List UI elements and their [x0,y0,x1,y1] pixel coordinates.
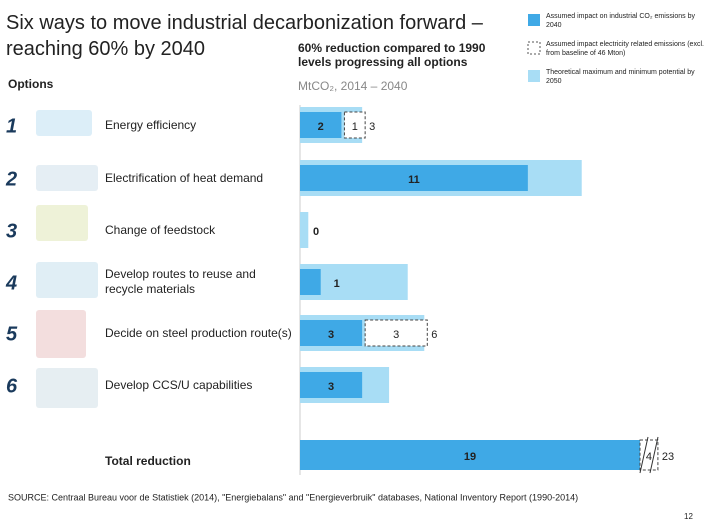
legend-label: Assumed impact on industrial CO₂ emissio… [546,13,695,29]
value-label: 11 [408,174,420,186]
impact-bar [300,269,321,295]
category-label-box: Decide on steel production route(s) [105,325,292,340]
category-label-box: Develop CCS/U capabilities [105,377,253,392]
value-label: 2 [318,121,324,133]
legend-swatch [528,14,540,26]
value-label: 1 [352,121,358,133]
legend-swatch [528,70,540,82]
impact-bar [300,112,342,138]
electricity-bar [364,319,428,347]
value-label: 3 [393,329,399,341]
category-label: Total reduction [105,453,191,468]
icons [36,110,98,408]
chart-title: Six ways to move industrial decarbonizat… [6,12,483,60]
icon [36,165,98,191]
option-number: 6 [6,375,18,397]
category-label-box: Energy efficiency [105,117,197,132]
impact-bar [300,440,640,470]
subtitle-bg [298,36,508,64]
value-label: 3 [328,329,334,341]
category-label-box: Total reduction [105,453,191,468]
value-label: 3 [328,381,334,393]
icon [36,262,98,298]
title-box: Six ways to move industrial decarbonizat… [6,12,483,60]
electricity-bar [639,439,659,471]
category-label-box: Develop routes to reuse and recycle mate… [105,267,256,296]
value-label: 19 [464,451,476,463]
axis-break [649,436,659,474]
value-label: 4 [646,451,652,463]
source: SOURCE: Centraal Bureau voor de Statisti… [8,492,578,502]
legend-label-box: Assumed impact on industrial CO₂ emissio… [546,13,695,29]
legend-label-box: Assumed impact electricity related emiss… [546,41,704,57]
value-label: 0 [313,226,319,238]
category-label: Energy efficiency [105,117,197,132]
option-number: 5 [6,323,18,345]
subtitle-box: 60% reduction compared to 1990 levels pr… [298,41,486,69]
value-label: 1 [334,278,340,290]
option-number: 2 [5,168,17,190]
axis-break [639,436,649,474]
electricity-bar [343,111,366,139]
unit-label: MtCO₂, 2014 – 2040 [298,79,408,93]
total-label: 23 [662,451,674,463]
icon [36,110,92,136]
legend-label: Assumed impact electricity related emiss… [546,41,704,57]
category-label: Electrification of heat demand [105,170,264,185]
options-header: Options [8,77,54,91]
icon [36,205,88,241]
option-number: 3 [6,220,17,242]
legend-swatch [527,41,541,55]
total-label: 3 [369,121,375,133]
subtitle: 60% reduction compared to 1990 levels pr… [298,41,486,69]
category-label: Develop routes to reuse and recycle mate… [105,267,256,296]
icon [36,310,86,358]
impact-bar [300,372,363,398]
category-label: Decide on steel production route(s) [105,325,292,340]
icon [36,368,98,408]
max-bar [300,212,309,248]
option-number: 1 [6,115,17,137]
option-number: 4 [5,272,17,294]
legend-label-box: Theoretical maximum and minimum potentia… [546,69,695,85]
category-label-box: Change of feedstock [105,222,216,237]
category-label: Develop CCS/U capabilities [105,377,253,392]
impact-bar [300,320,363,346]
category-label: Change of feedstock [105,222,216,237]
total-label: 6 [431,329,437,341]
page-number: 12 [684,512,693,521]
impact-bar [300,165,528,191]
legend-label: Theoretical maximum and minimum potentia… [546,69,695,85]
category-label-box: Electrification of heat demand [105,170,264,185]
